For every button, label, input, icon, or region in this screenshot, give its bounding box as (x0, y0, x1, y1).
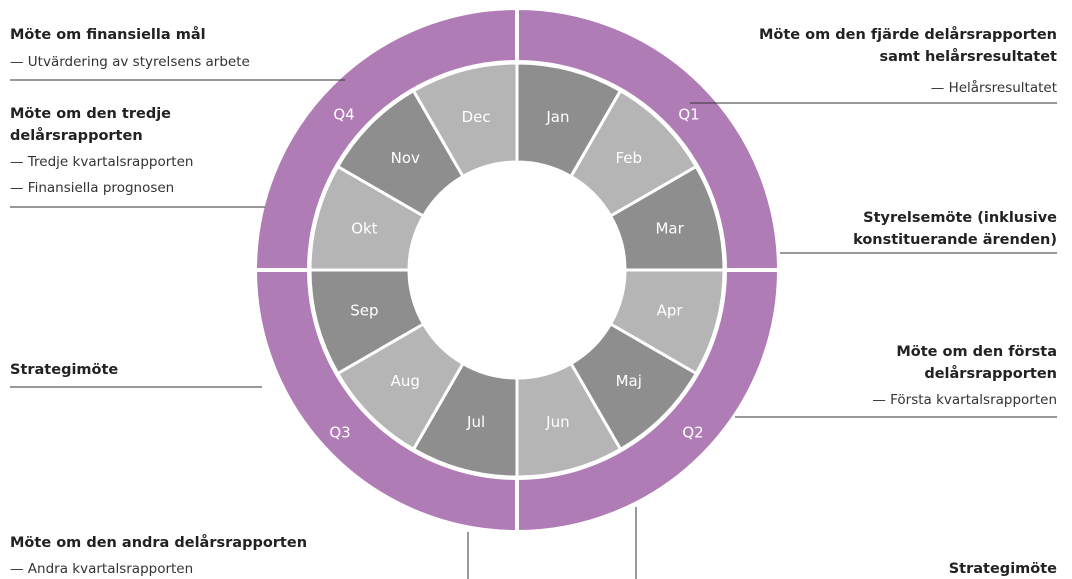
month-segment (411, 61, 519, 179)
month-label: Apr (657, 301, 684, 319)
annotation-title: delårsrapporten (10, 127, 143, 144)
annotation-title: Möte om den tredje (10, 106, 171, 122)
annotation-bullet: — Tredje kvartalsrapporten (10, 154, 193, 170)
annotation-title: Möte om den andra delårsrapporten (10, 534, 307, 551)
annotation-title: samt helårsresultatet (879, 48, 1057, 65)
annotation-title: Möte om finansiella mål (10, 26, 206, 43)
month-label: Aug (391, 372, 420, 390)
quarter-label: Q2 (682, 424, 703, 442)
month-label: Maj (616, 372, 642, 390)
annotation-title: konstituerande ärenden) (853, 232, 1057, 248)
month-label: Sep (350, 301, 378, 319)
annotation-title: delårsrapporten (924, 365, 1057, 382)
leader-lines (10, 79, 1057, 579)
annotation-title: Möte om den fjärde delårsrapporten (759, 26, 1057, 43)
month-label: Mar (655, 220, 684, 238)
month-label: Jun (545, 413, 569, 431)
month-label: Dec (462, 108, 491, 126)
month-label: Feb (615, 149, 642, 167)
month-label: Jan (545, 108, 569, 126)
quarter-label: Q3 (329, 424, 350, 442)
wheel: Jan Feb Mar Apr Maj Jun Jul Aug Sep Okt Nov Dec Q1 Q2… (252, 5, 782, 535)
annotation-bullet: — Andra kvartalsrapporten (10, 561, 193, 577)
annotation-bullet: — Första kvartalsrapporten (872, 392, 1057, 408)
annotation-title: Strategimöte (10, 362, 118, 378)
annotation-title: Styrelsemöte (inklusive (863, 210, 1057, 226)
annotation-bullet: — Finansiella prognosen (10, 180, 174, 196)
quarter-label: Q4 (333, 106, 354, 124)
month-label: Okt (351, 220, 377, 238)
annotations: Möte om finansiella mål — Utvärdering av … (10, 26, 1057, 577)
annotation-bullet: — Helårsresultatet (931, 79, 1057, 96)
annotation-title: Strategimöte (949, 561, 1057, 577)
quarter-label: Q1 (678, 106, 699, 124)
month-label: Jul (466, 413, 485, 431)
annotation-title: Möte om den första (896, 344, 1057, 360)
annotation-bullet: — Utvärdering av styrelsens arbete (10, 54, 250, 70)
month-label: Nov (391, 149, 420, 167)
